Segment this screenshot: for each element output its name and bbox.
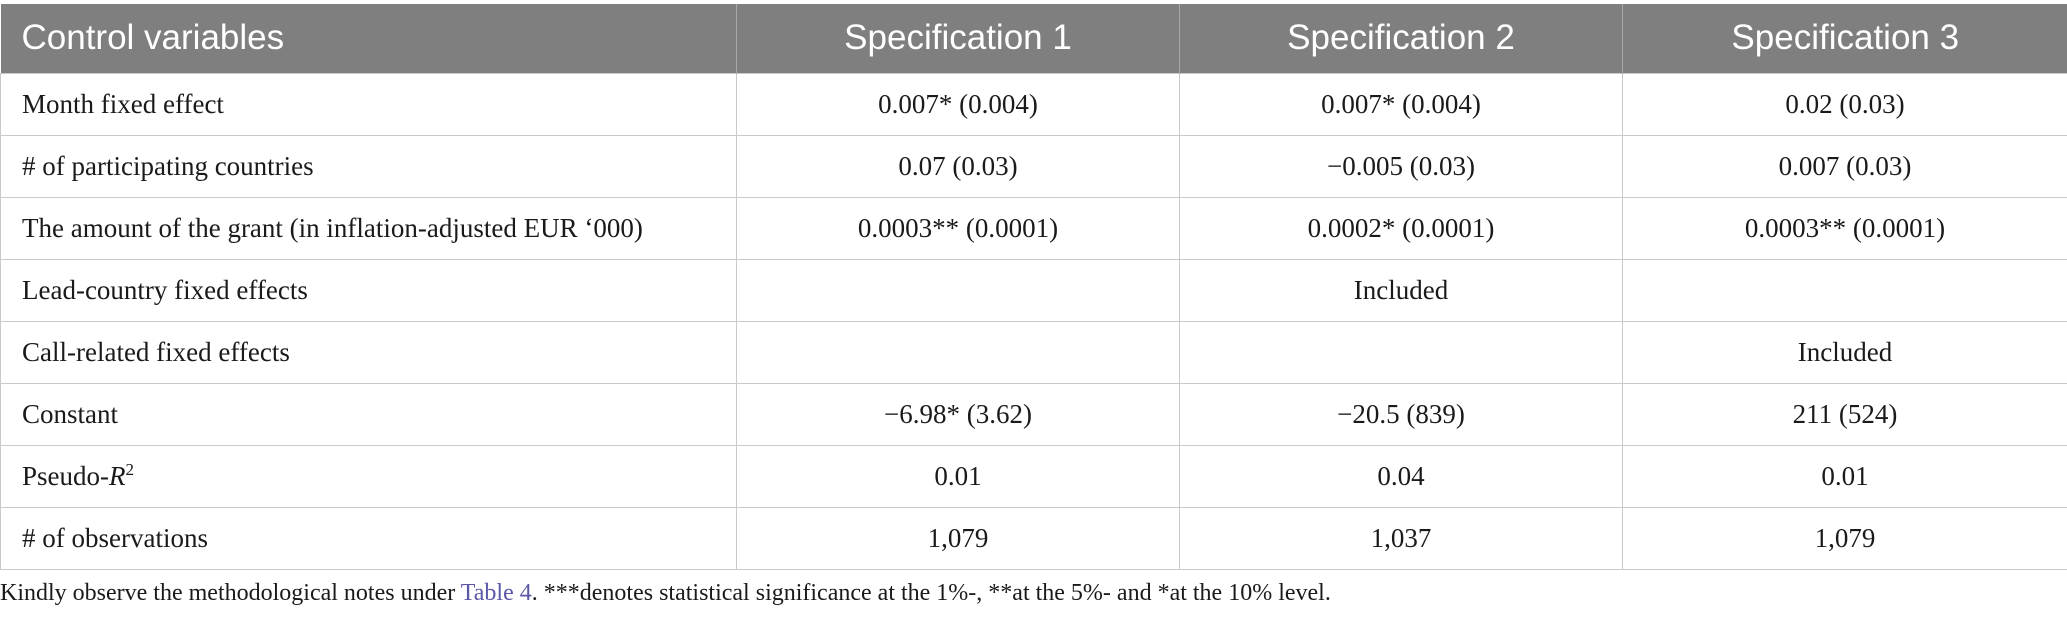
table-row: # of participating countries 0.07 (0.03)… [0,134,2067,198]
table-cell: 0.01 [736,444,1180,508]
table-cell: 0.07 (0.03) [736,134,1180,198]
table-cell: −0.005 (0.03) [1179,134,1623,198]
pseudo-r-symbol: R [109,460,126,491]
row-label: # of observations [0,506,737,570]
row-label: The amount of the grant (in inflation-ad… [0,196,737,260]
table-footnote: Kindly observe the methodological notes … [0,580,1331,607]
table-cell: 211 (524) [1622,382,2067,446]
table-row: Call-related fixed effects Included [0,320,2067,384]
row-label: Pseudo-R2 [0,444,737,508]
table-cell [736,258,1180,322]
table-body: Month fixed effect 0.007* (0.004) 0.007*… [0,72,2067,570]
table-row: The amount of the grant (in inflation-ad… [0,196,2067,260]
table-cell: 0.007* (0.004) [736,72,1180,136]
table-cell: 0.0003** (0.0001) [1622,196,2067,260]
table-4-link[interactable]: Table 4 [460,580,532,606]
table-cell [736,320,1180,384]
header-control-variables: Control variables [21,18,285,58]
table-row: Month fixed effect 0.007* (0.004) 0.007*… [0,72,2067,136]
table-cell: 1,079 [736,506,1180,570]
table-cell: 0.007* (0.004) [1179,72,1623,136]
table-cell: 0.0002* (0.0001) [1179,196,1623,260]
table-cell: −6.98* (3.62) [736,382,1180,446]
header-specification-1: Specification 1 [736,4,1180,73]
row-label: Lead-country fixed effects [0,258,737,322]
table-cell: −20.5 (839) [1179,382,1623,446]
header-specification-2: Specification 2 [1179,4,1623,73]
table-cell [1622,258,2067,322]
table-header: Control variables Specification 1 Specif… [0,4,2067,73]
table-row: Pseudo-R2 0.01 0.04 0.01 [0,444,2067,508]
results-table-container: Control variables Specification 1 Specif… [0,4,2067,570]
table-row: Lead-country fixed effects Included [0,258,2067,322]
table-cell: 0.007 (0.03) [1622,134,2067,198]
table-cell: 0.04 [1179,444,1623,508]
table-row: # of observations 1,079 1,037 1,079 [0,506,2067,570]
row-label: # of participating countries [0,134,737,198]
table-cell: Included [1622,320,2067,384]
table-cell: 0.02 (0.03) [1622,72,2067,136]
row-label: Month fixed effect [0,72,737,136]
table-row: Constant −6.98* (3.62) −20.5 (839) 211 (… [0,382,2067,446]
pseudo-r-label: Pseudo- [22,460,109,491]
row-label: Constant [0,382,737,446]
table-cell: 0.0003** (0.0001) [736,196,1180,260]
row-label: Call-related fixed effects [0,320,737,384]
table-cell: 1,037 [1179,506,1623,570]
header-row: Control variables Specification 1 Specif… [0,4,2067,73]
results-table: Control variables Specification 1 Specif… [0,4,2067,570]
table-cell [1179,320,1623,384]
table-cell: 1,079 [1622,506,2067,570]
table-cell: Included [1179,258,1623,322]
footnote-suffix: . ***denotes statistical significance at… [531,580,1331,606]
pseudo-r-superscript: 2 [125,459,135,479]
table-cell: 0.01 [1622,444,2067,508]
header-specification-3: Specification 3 [1622,4,2067,73]
footnote-prefix: Kindly observe the methodological notes … [0,580,461,606]
